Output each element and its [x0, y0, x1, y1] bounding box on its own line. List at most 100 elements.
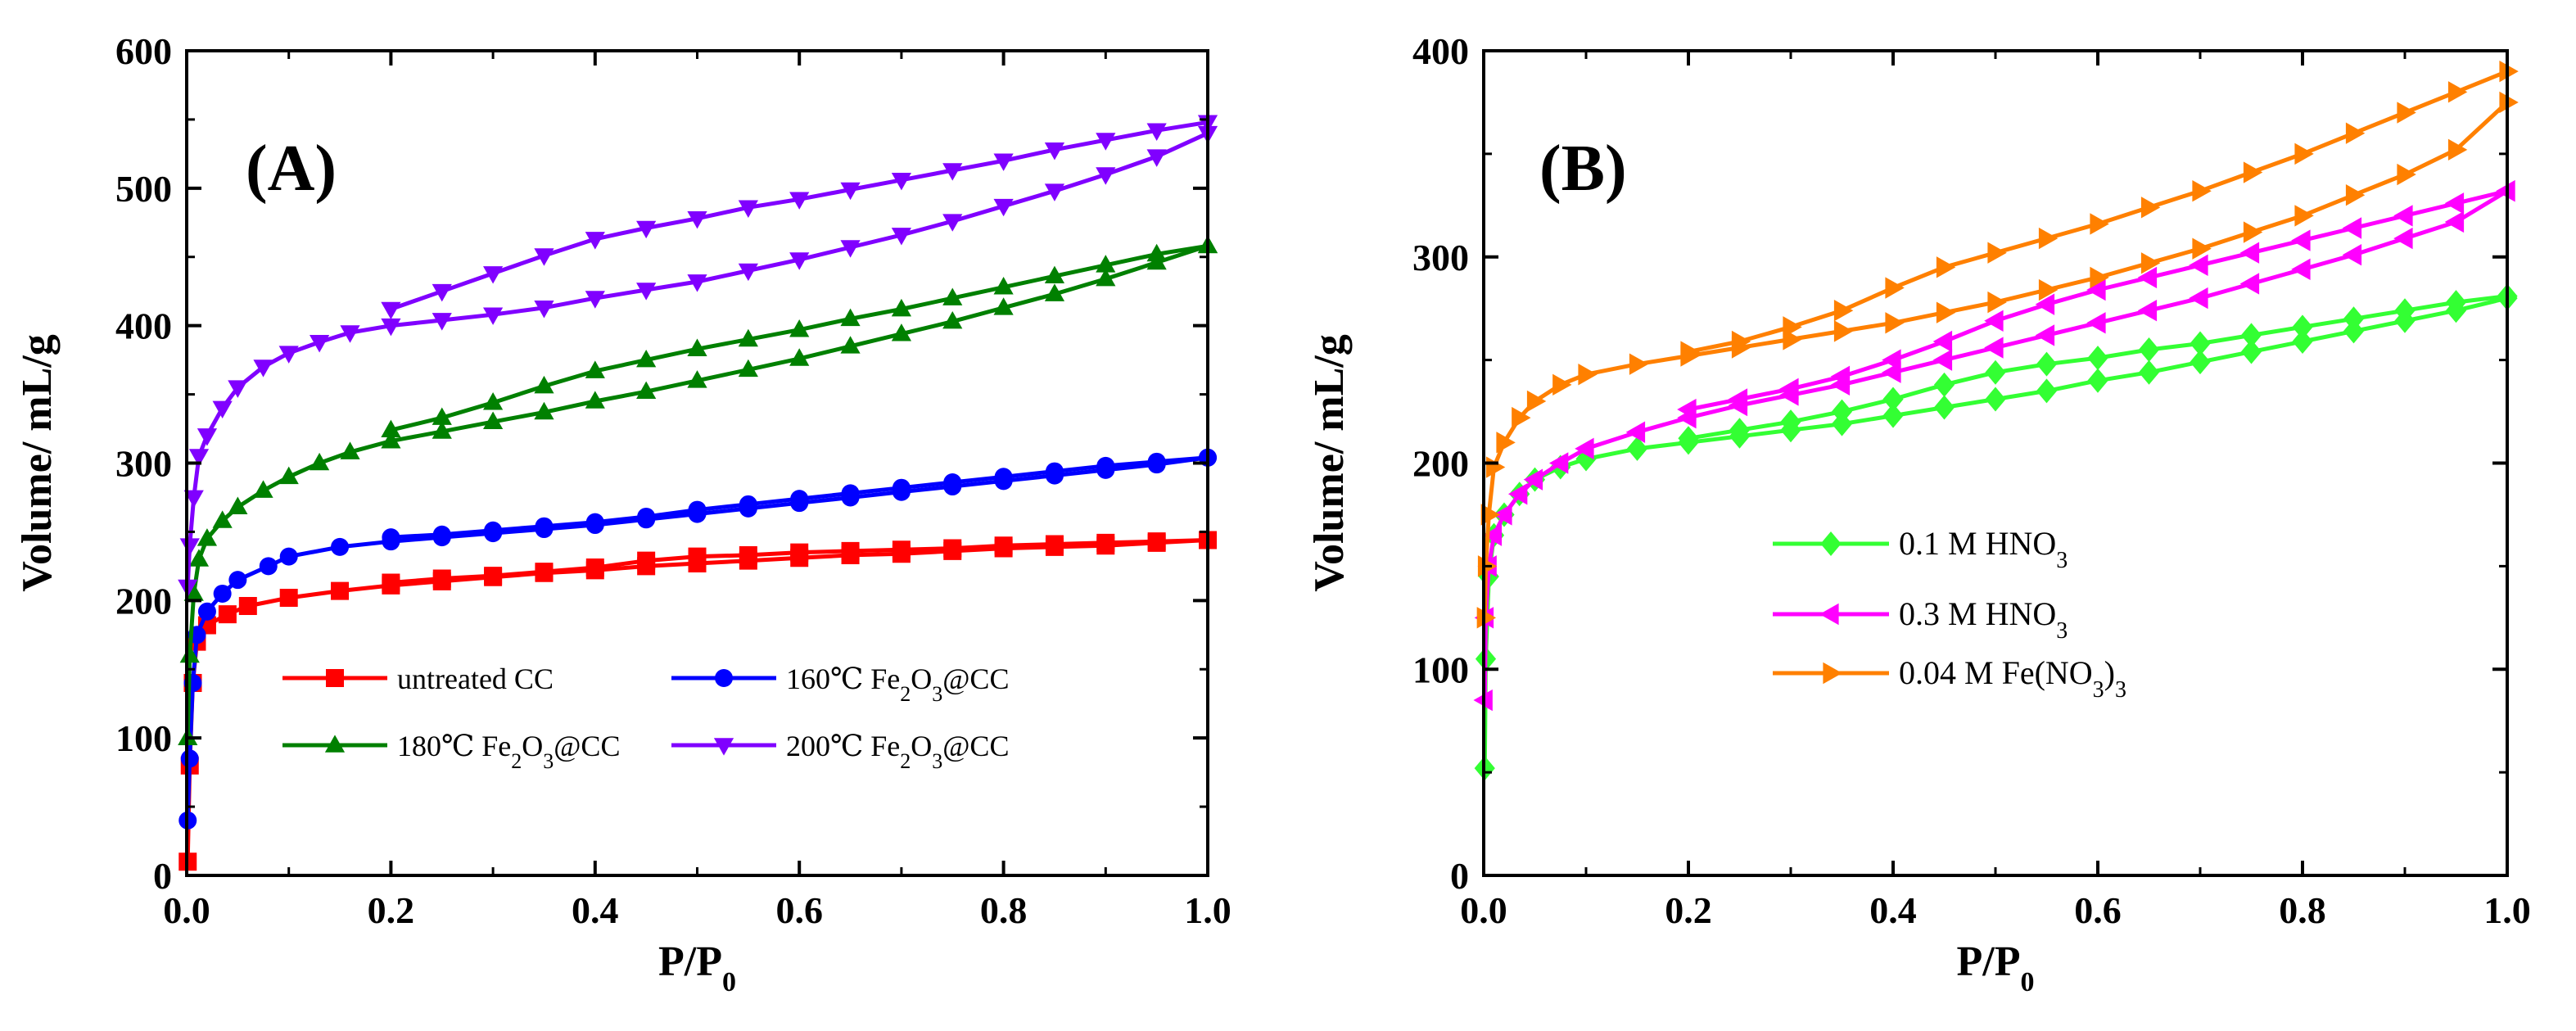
desorption-point: [1833, 300, 1854, 322]
desorption-point: [2038, 227, 2059, 250]
desorption-point: [2394, 298, 2416, 323]
y-tick-label: 100: [1412, 649, 1469, 690]
desorption-point: [2243, 161, 2263, 183]
series-0-1-m-hno3: [1474, 283, 2518, 781]
desorption-point: [2087, 346, 2108, 371]
adsorption-point: [891, 323, 911, 341]
desorption-point: [2496, 179, 2515, 202]
adsorption-point: [1512, 406, 1531, 429]
adsorption-point: [2036, 378, 2058, 404]
legend-item: 180℃ Fe2O3@CC: [282, 730, 620, 773]
adsorption-point: [942, 214, 963, 232]
adsorption-point: [1933, 395, 1955, 420]
adsorption-line: [185, 131, 1209, 587]
desorption-point: [2294, 142, 2314, 165]
desorption-point: [381, 419, 401, 438]
adsorption-point: [1552, 373, 1572, 396]
legend-label-part: 200℃ Fe: [786, 730, 900, 762]
adsorption-point: [1882, 403, 1904, 428]
desorption-point: [381, 301, 401, 320]
adsorption-point: [942, 310, 963, 329]
desorption-point: [687, 210, 707, 229]
legend-label: 180℃ Fe2O3@CC: [397, 730, 620, 773]
desorption-point: [1985, 359, 2006, 385]
desorption-point: [484, 521, 503, 540]
legend-item: 0.04 M Fe(NO3)3: [1773, 654, 2126, 703]
legend-marker: [326, 669, 344, 687]
desorption-point: [1044, 142, 1065, 161]
adsorption-point: [2090, 266, 2109, 289]
adsorption-point: [1496, 432, 1516, 454]
desorption-point: [636, 349, 657, 368]
x-tick-label: 0.6: [775, 889, 823, 931]
adsorption-point: [840, 336, 861, 354]
desorption-point: [636, 220, 657, 239]
adsorption-point: [1096, 268, 1116, 287]
legend-label: 0.04 M Fe(NO3)3: [1899, 654, 2126, 703]
desorption-point: [637, 551, 656, 570]
desorption-point: [1044, 265, 1065, 284]
adsorption-point: [1625, 421, 1646, 443]
adsorption-point: [1984, 337, 2004, 359]
adsorption-point: [738, 359, 758, 378]
desorption-point: [1831, 399, 1853, 424]
desorption-point: [2445, 290, 2467, 315]
adsorption-point: [2345, 184, 2366, 206]
desorption-point: [1780, 409, 1801, 435]
adsorption-point: [534, 301, 554, 319]
desorption-point: [1146, 243, 1167, 262]
desorption-point: [483, 392, 504, 410]
desorption-point: [432, 407, 452, 425]
legend-item: untreated CC: [282, 662, 554, 695]
y-tick-label: 300: [115, 443, 172, 485]
legend-marker: [715, 669, 733, 687]
desorption-point: [790, 490, 809, 509]
adsorption-point: [197, 528, 218, 546]
adsorption-point: [278, 346, 299, 364]
desorption-point: [1882, 349, 1901, 371]
desorption-point: [738, 328, 758, 347]
desorption-point: [2189, 254, 2208, 277]
legend-label-part: 0.04 M Fe(NO: [1899, 654, 2093, 691]
adsorption-point: [197, 428, 218, 446]
x-axis-title: P/P0: [658, 938, 736, 997]
adsorption-point: [636, 283, 657, 301]
desorption-point: [585, 513, 604, 531]
legend-label-part: 180℃ Fe: [397, 730, 511, 762]
adsorption-point: [1507, 483, 1528, 505]
panel-label: (A): [246, 133, 337, 205]
adsorption-point: [279, 547, 298, 566]
desorption-point: [1146, 123, 1167, 141]
desorption-point: [2447, 81, 2468, 103]
desorption-point: [382, 573, 400, 592]
adsorption-point: [1146, 149, 1167, 167]
adsorption-point: [340, 325, 360, 343]
x-axis-title-main: P/P: [1957, 938, 2021, 985]
desorption-point: [585, 360, 605, 378]
legend-item: 0.3 M HNO3: [1773, 595, 2068, 644]
x-axis-title-subscript: 0: [722, 967, 736, 997]
desorption-point: [2444, 192, 2465, 215]
adsorption-point: [2192, 237, 2212, 260]
legend-label-part: @CC: [942, 730, 1009, 762]
desorption-point: [789, 192, 810, 210]
y-tick-label: 400: [115, 305, 172, 347]
legend-label: 0.3 M HNO3: [1899, 595, 2068, 644]
desorption-point: [942, 163, 963, 181]
adsorption-point: [2397, 163, 2416, 186]
adsorption-point: [585, 291, 605, 309]
adsorption-point: [179, 644, 200, 663]
desorption-point: [1729, 418, 1751, 443]
desorption-point: [2499, 60, 2519, 83]
desorption-point: [688, 500, 707, 519]
desorption-point: [841, 484, 860, 503]
desorption-point: [432, 569, 451, 588]
desorption-point: [943, 473, 962, 491]
adsorption-point: [789, 348, 810, 366]
x-tick-label: 0.2: [368, 889, 415, 931]
adsorption-point: [2393, 227, 2413, 250]
y-tick-label: 300: [1412, 237, 1469, 278]
adsorption-point: [2343, 319, 2365, 344]
adsorption-point: [310, 452, 330, 471]
